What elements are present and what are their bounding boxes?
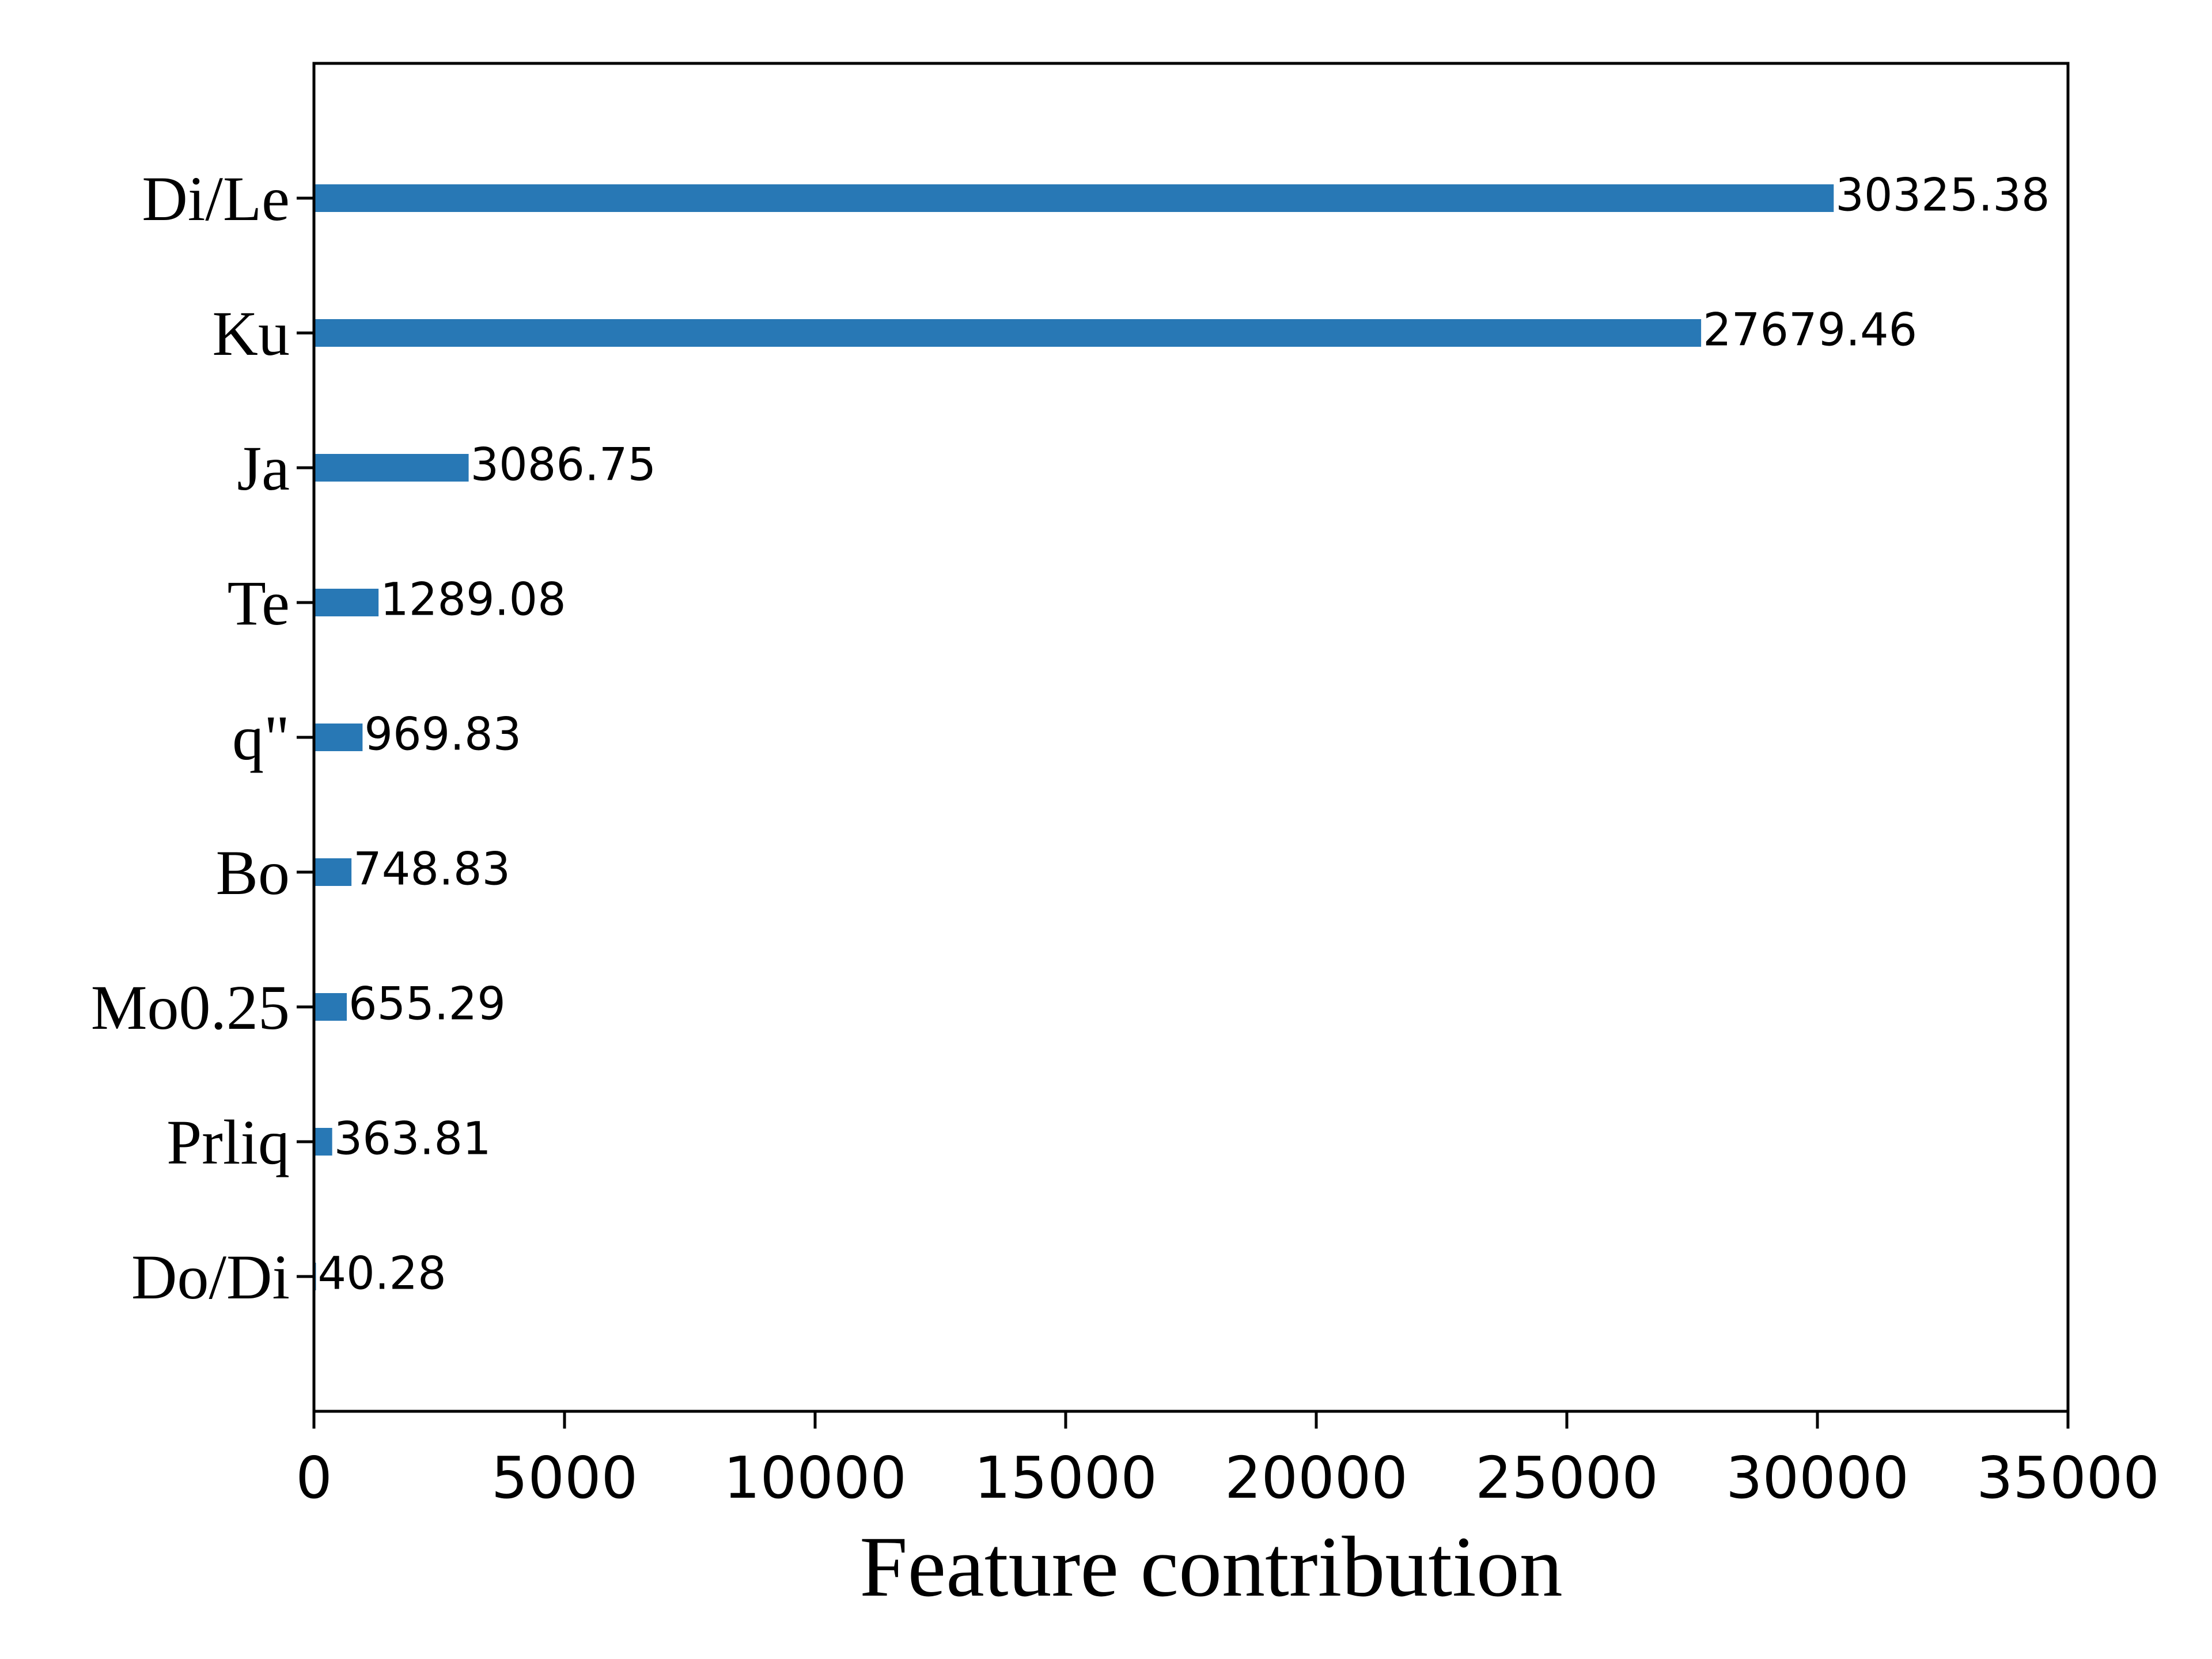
x-tick-label-0: 0	[296, 1444, 332, 1512]
category-label-3: Te	[228, 568, 290, 638]
value-label-5: 748.83	[353, 843, 510, 895]
bar-3	[314, 589, 379, 616]
x-tick-label-5: 25000	[1475, 1444, 1658, 1512]
x-tick-label-2: 10000	[724, 1444, 907, 1512]
bar-2	[314, 454, 469, 482]
x-tick-label-1: 5000	[491, 1444, 638, 1512]
bar-5	[314, 858, 352, 886]
y-axis-group: Di/Le Ku Ja Te q" Bo Mo0.25 Prliq Do/Di	[91, 164, 314, 1312]
bar-1	[314, 319, 1702, 347]
x-tick-label-4: 20000	[1225, 1444, 1408, 1512]
category-label-0: Di/Le	[142, 164, 290, 234]
x-tick-label-7: 35000	[1976, 1444, 2160, 1512]
x-axis-label: Feature contribution	[859, 1519, 1563, 1615]
plot-frame	[312, 62, 2070, 1413]
value-label-1: 27679.46	[1703, 304, 1917, 356]
category-label-5: Bo	[216, 838, 290, 908]
bar-7	[314, 1128, 332, 1156]
category-label-4: q"	[232, 703, 290, 773]
x-tick-label-3: 15000	[974, 1444, 1157, 1512]
x-tick-label-6: 30000	[1726, 1444, 1909, 1512]
value-label-8: 40.28	[318, 1248, 446, 1300]
category-label-8: Do/Di	[131, 1242, 290, 1312]
bar-6	[314, 993, 347, 1021]
value-label-2: 3086.75	[471, 439, 657, 491]
value-label-3: 1289.08	[380, 574, 566, 626]
bar-4	[314, 724, 363, 751]
value-label-7: 363.81	[334, 1113, 491, 1165]
bar-0	[314, 184, 1834, 212]
category-label-1: Ku	[213, 298, 290, 369]
category-label-6: Mo0.25	[91, 972, 290, 1043]
bars-group	[314, 184, 1834, 1290]
value-label-0: 30325.38	[1835, 169, 2050, 221]
category-label-7: Prliq	[166, 1107, 290, 1177]
value-label-4: 969.83	[364, 709, 521, 760]
category-label-2: Ja	[237, 433, 290, 503]
value-label-6: 655.29	[349, 978, 506, 1030]
x-axis-group: 0 5000 10000 15000 20000 25000 30000 35000	[296, 1411, 2160, 1512]
value-labels-group: 30325.38 27679.46 3086.75 1289.08 969.83 748.…	[318, 169, 2050, 1300]
